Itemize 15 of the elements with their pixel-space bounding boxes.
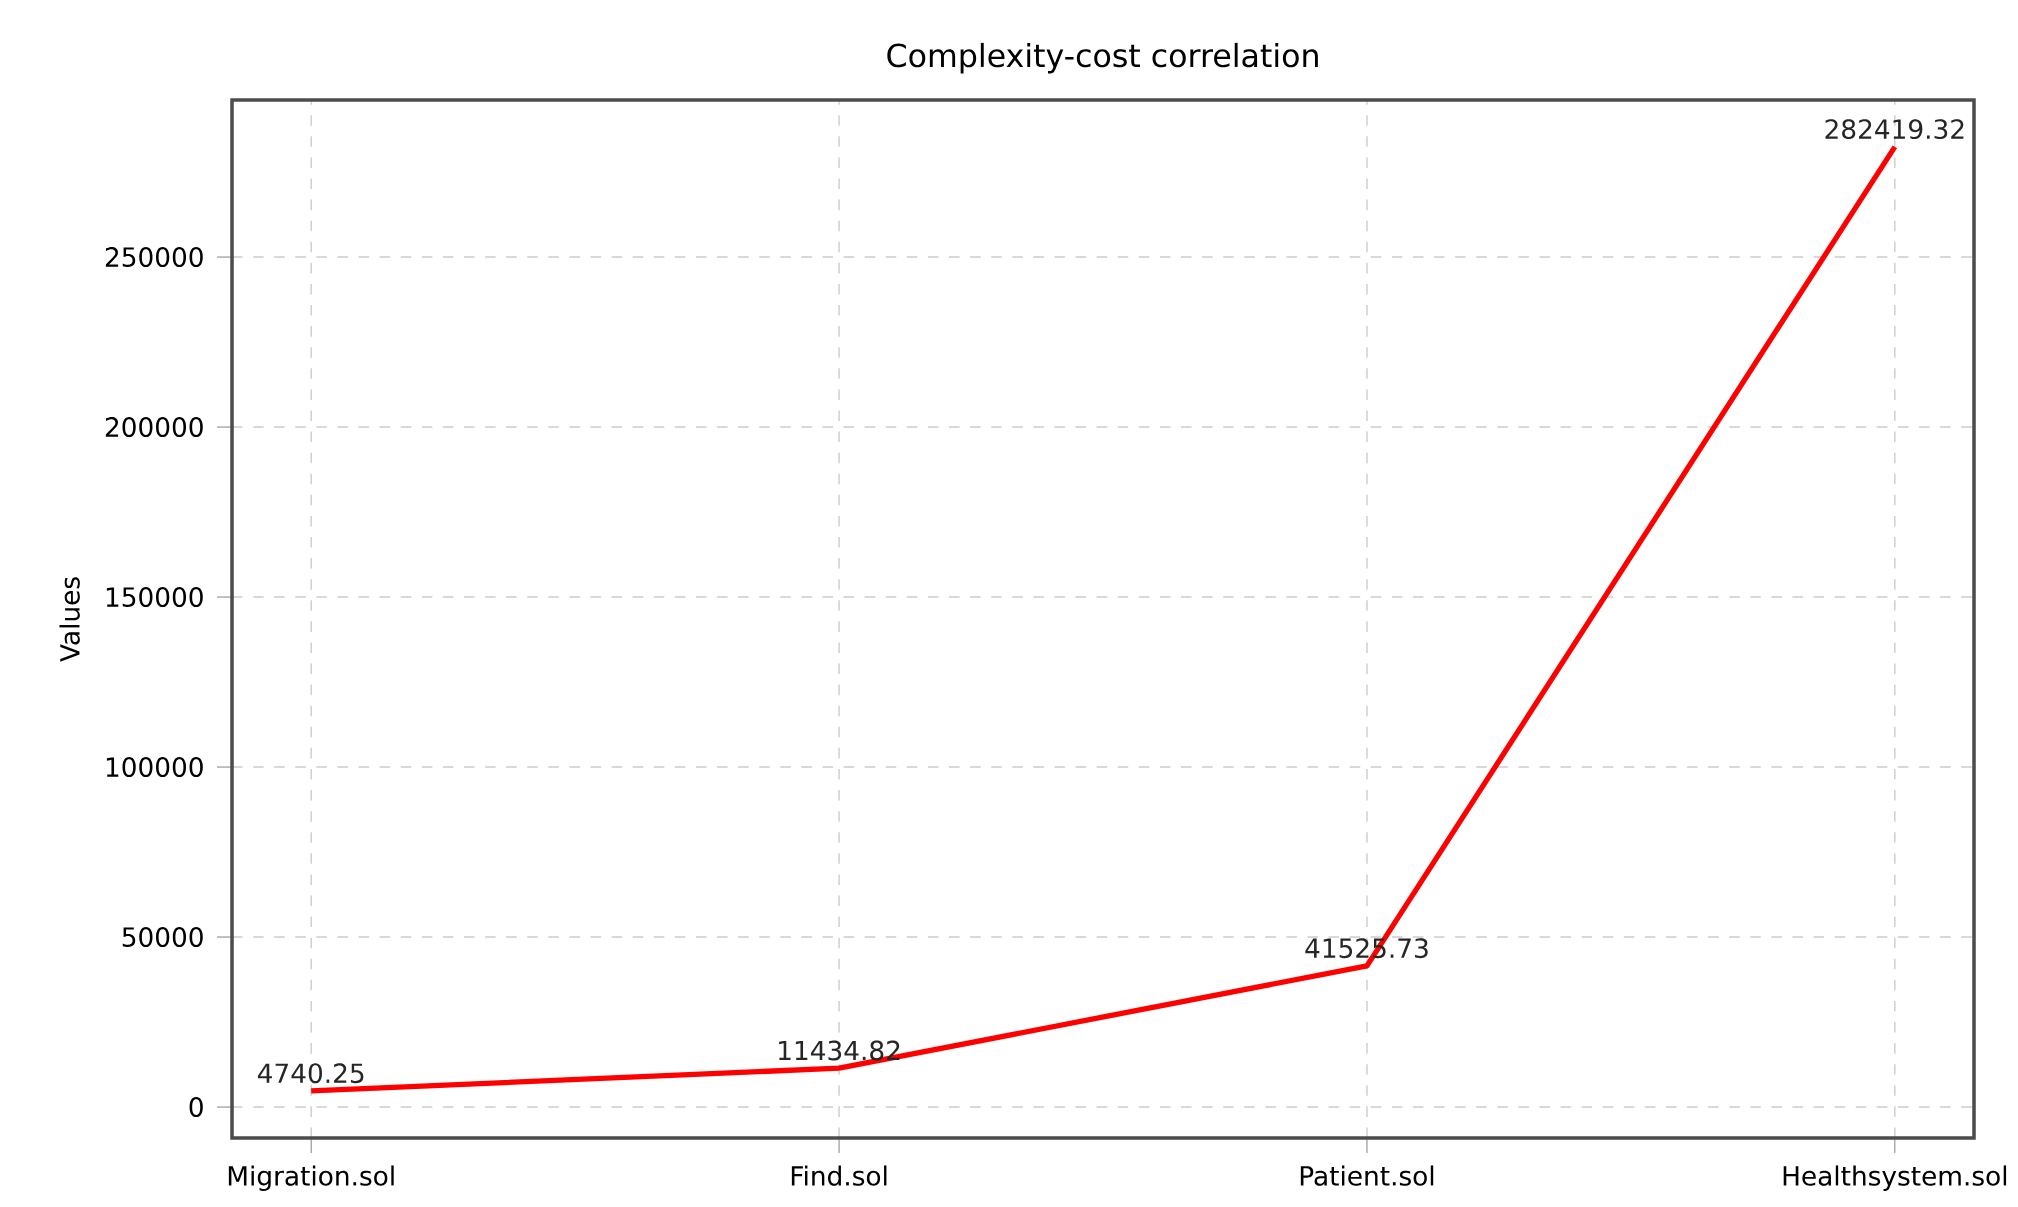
y-tick-label: 0 (189, 1097, 203, 1118)
y-axis-title: Values (59, 577, 80, 662)
y-tick-label: 250000 (105, 247, 203, 268)
y-tick-label: 150000 (106, 587, 203, 608)
chart-title: Complexity-cost correlation (887, 42, 1318, 74)
text: 4740.25 (257, 1063, 364, 1084)
y-tick-label: 50000 (122, 927, 203, 948)
text: 282419.32 (1825, 119, 1964, 140)
x-tick-label: Migration.sol (228, 1165, 394, 1191)
y-tick-label: 100000 (106, 757, 203, 778)
x-tick-label: Find.sol (791, 1165, 887, 1186)
x-tick-label: Healthsystem.sol (1783, 1165, 2007, 1191)
text: 11434.82 (779, 1040, 900, 1061)
x-tick-label: Patient.sol (1300, 1165, 1434, 1186)
y-tick-label: 200000 (105, 417, 203, 438)
